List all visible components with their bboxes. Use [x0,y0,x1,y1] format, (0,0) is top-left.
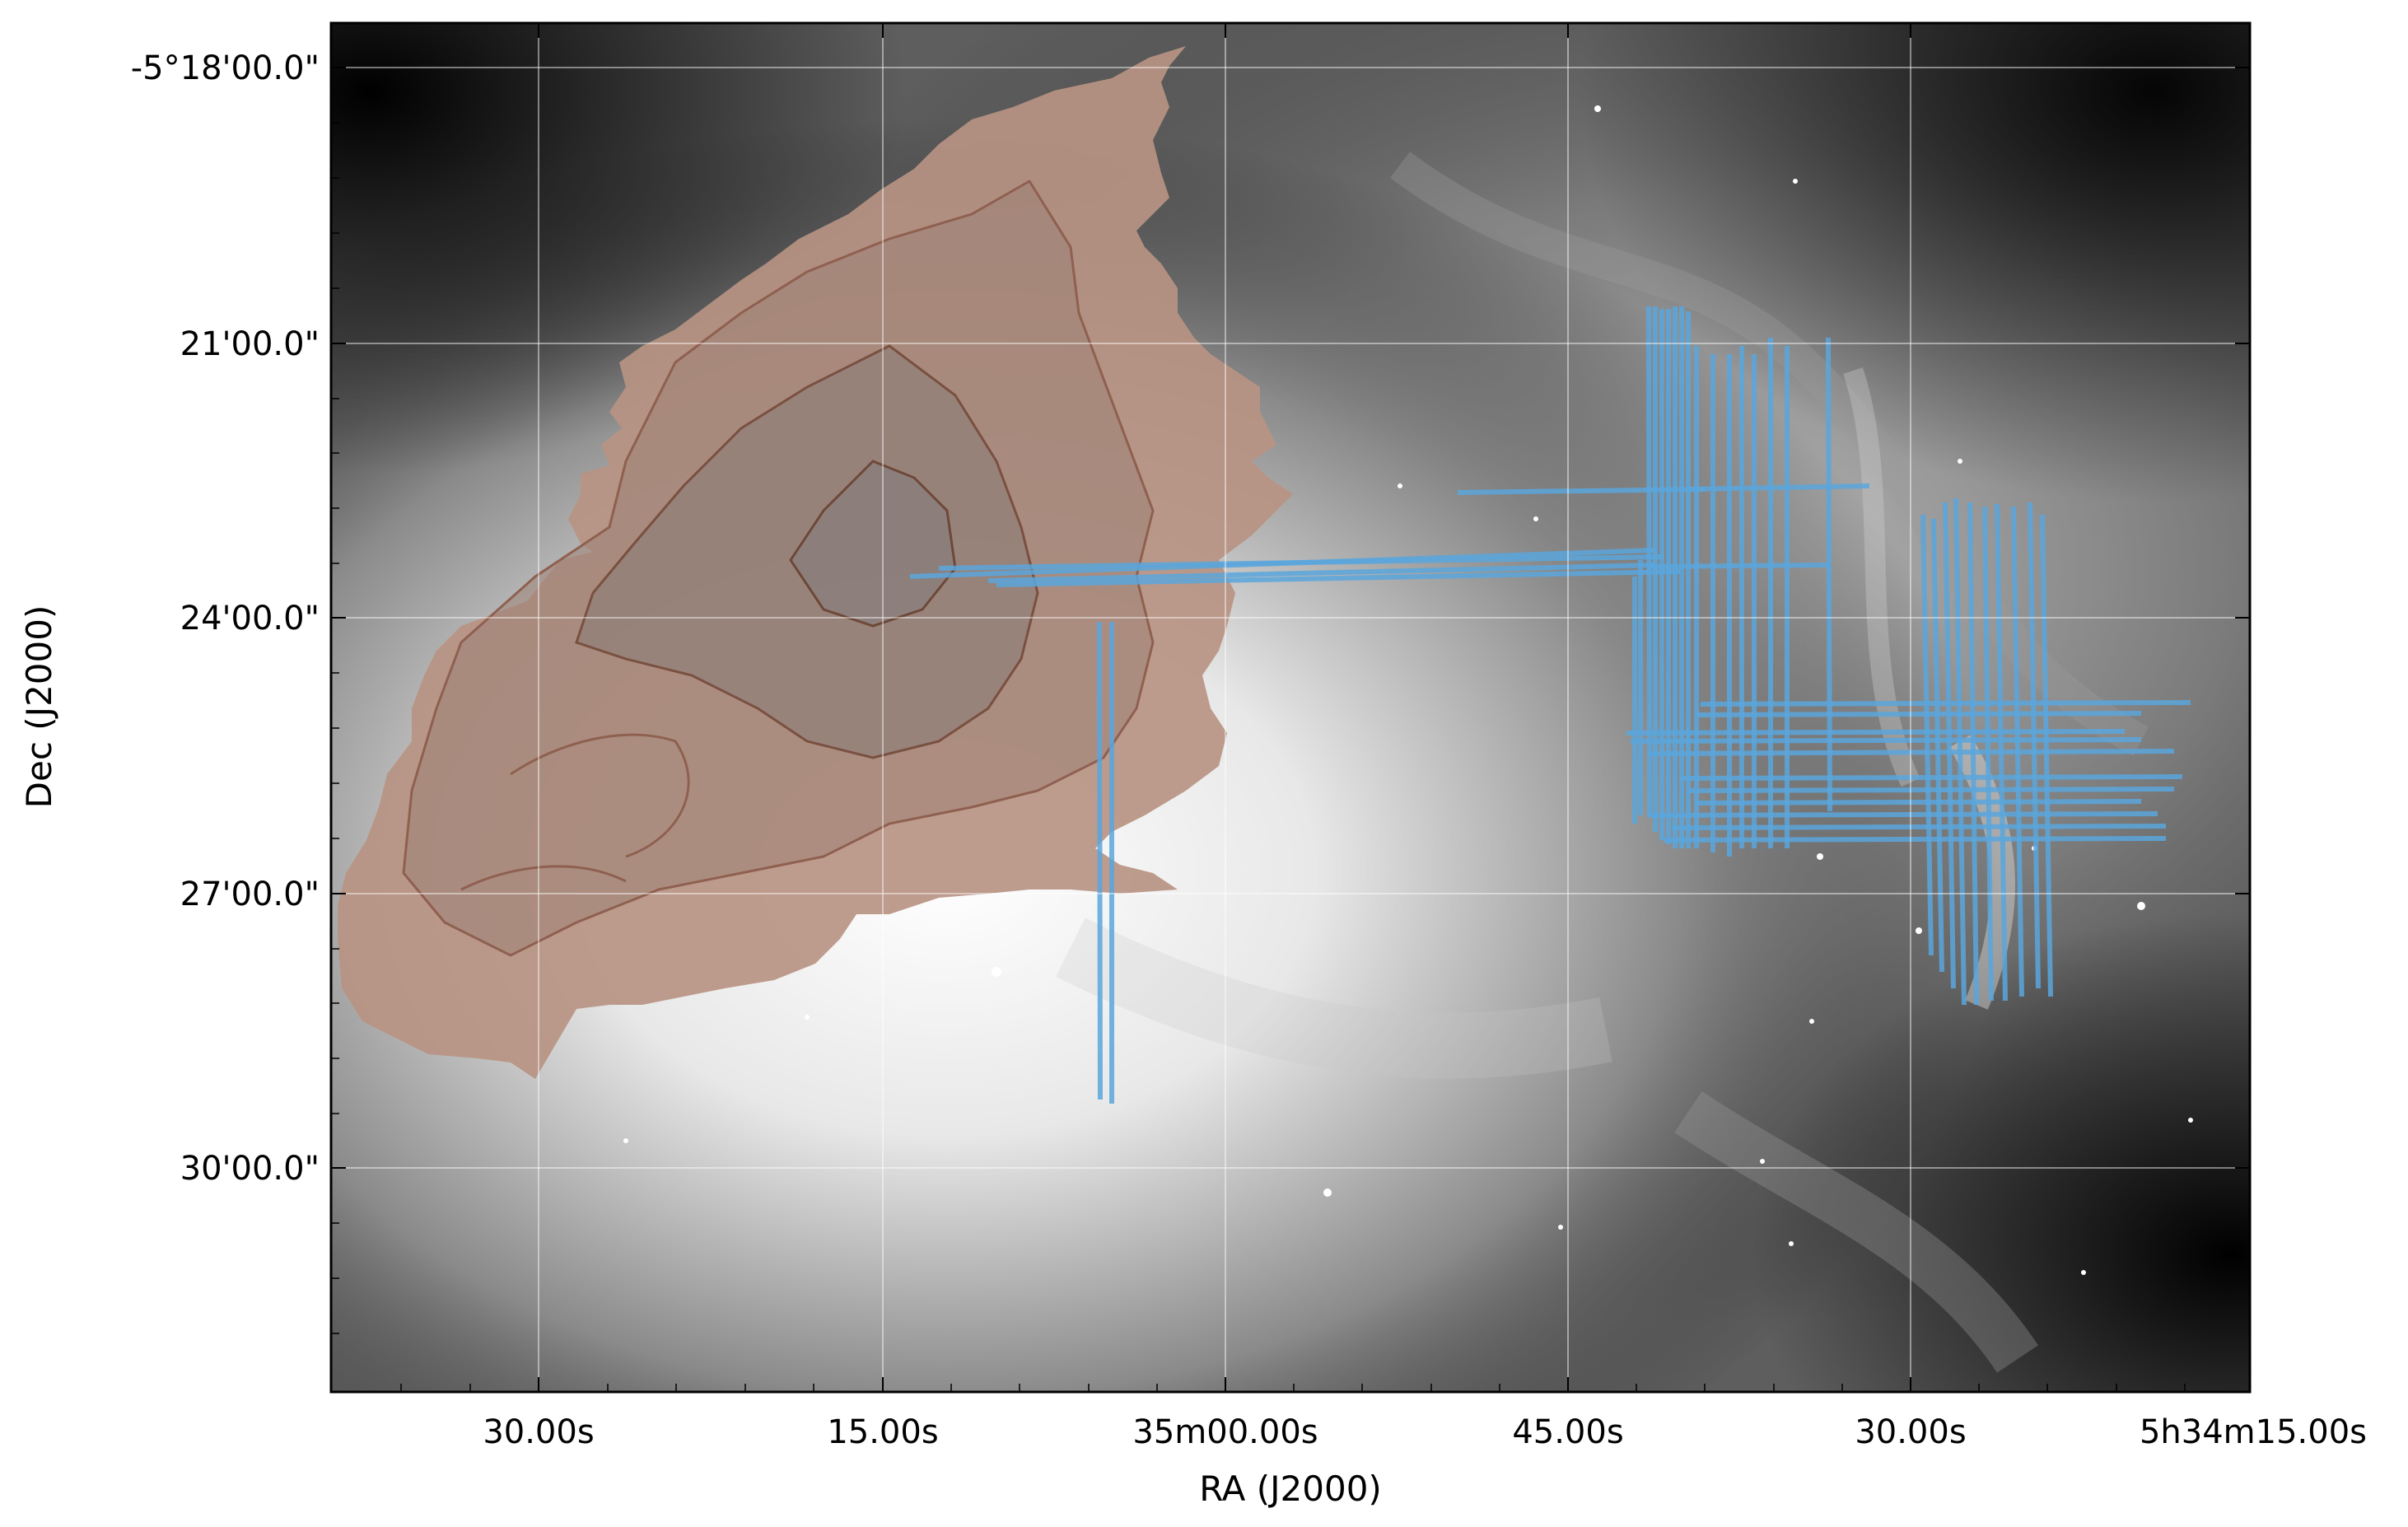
y-tick-labels: -5°18'00.0" 21'00.0" 24'00.0" 27'00.0" 3… [131,49,320,1188]
y-tick-label: 30'00.0" [180,1150,320,1188]
plot-frame [329,21,2252,1394]
overlay-region [338,46,1293,1079]
grid [331,23,2250,1392]
x-tick-labels: 30.00s 15.00s 35m00.00s 45.00s 30.00s 5h… [483,1413,2367,1451]
y-tick-label: 21'00.0" [180,325,320,363]
y-tick-label: -5°18'00.0" [131,49,320,87]
x-axis-label: RA (J2000) [1199,1469,1382,1509]
x-tick-label: 5h34m15.00s [2140,1413,2367,1451]
x-tick-label: 15.00s [827,1413,938,1451]
x-tick-label: 35m00.00s [1132,1413,1318,1451]
x-tick-label: 30.00s [483,1413,594,1451]
x-tick-label: 45.00s [1512,1413,1623,1451]
y-tick-label: 24'00.0" [180,600,320,637]
y-axis-label: Dec (J2000) [19,605,59,809]
slit-lines [909,306,2191,1104]
overlay-contour-3 [789,460,957,628]
x-tick-label: 30.00s [1855,1413,1966,1451]
y-tick-label: 27'00.0" [180,876,320,913]
